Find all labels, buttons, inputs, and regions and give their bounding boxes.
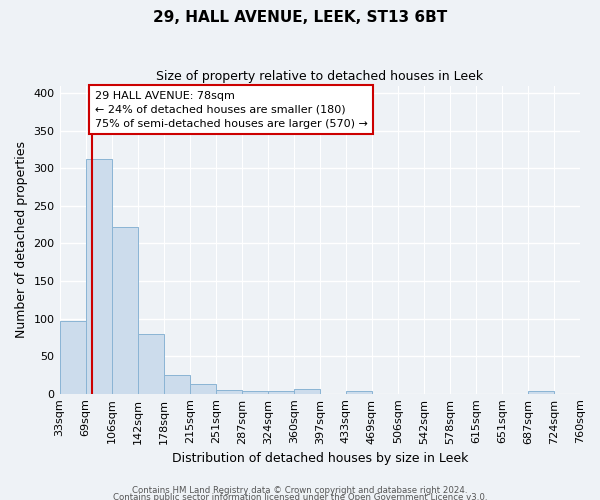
Bar (112, 227, 137, 394)
Bar (137, 334, 164, 394)
Bar (215, 390, 242, 394)
Bar (528, 392, 554, 394)
Bar (164, 375, 190, 394)
Bar (86, 159, 112, 394)
Bar (346, 392, 372, 394)
Bar (294, 389, 320, 394)
Bar (190, 384, 215, 394)
Bar (59, 321, 86, 394)
Y-axis label: Number of detached properties: Number of detached properties (15, 141, 28, 338)
Text: 29, HALL AVENUE, LEEK, ST13 6BT: 29, HALL AVENUE, LEEK, ST13 6BT (153, 10, 447, 25)
Bar (242, 390, 268, 394)
X-axis label: Distribution of detached houses by size in Leek: Distribution of detached houses by size … (172, 452, 468, 465)
Bar (268, 390, 294, 394)
Text: 29 HALL AVENUE: 78sqm
← 24% of detached houses are smaller (180)
75% of semi-det: 29 HALL AVENUE: 78sqm ← 24% of detached … (95, 91, 368, 129)
Text: Contains HM Land Registry data © Crown copyright and database right 2024.: Contains HM Land Registry data © Crown c… (132, 486, 468, 495)
Text: Contains public sector information licensed under the Open Government Licence v3: Contains public sector information licen… (113, 494, 487, 500)
Title: Size of property relative to detached houses in Leek: Size of property relative to detached ho… (156, 70, 484, 83)
